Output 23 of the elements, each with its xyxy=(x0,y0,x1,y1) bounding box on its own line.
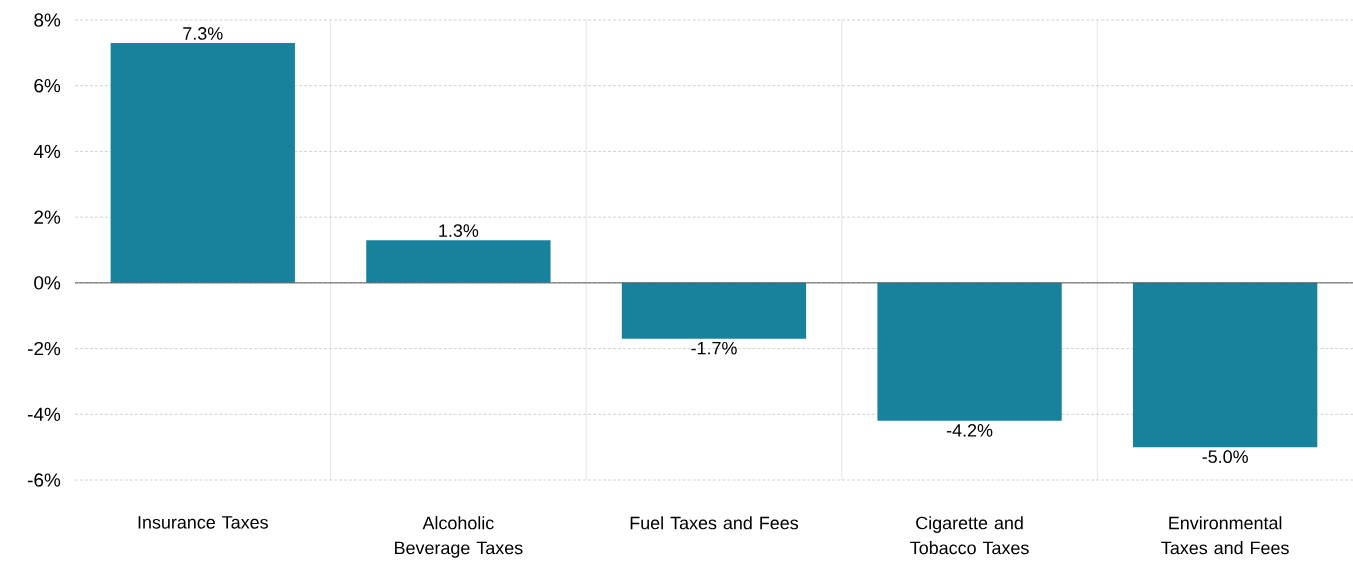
data-label: -4.2% xyxy=(946,424,993,437)
y-tick-label: 4% xyxy=(33,144,61,159)
bar xyxy=(366,240,551,283)
y-tick-label: -2% xyxy=(28,341,61,356)
y-tick-label: 6% xyxy=(34,79,61,93)
x-tick-label: Alcoholic Beverage Taxes xyxy=(395,516,523,558)
x-tick-label: Environmental Taxes and Fees xyxy=(1161,516,1289,555)
data-label: -5.0% xyxy=(1202,450,1248,464)
y-tick-label: -4% xyxy=(28,407,61,421)
y-tick-label: -6% xyxy=(28,473,61,487)
bar xyxy=(1133,282,1318,448)
y-tick-label: 0% xyxy=(34,276,61,290)
y-tick-label: 8% xyxy=(34,13,61,27)
data-label: 7.3% xyxy=(183,27,223,40)
data-label: 1.3% xyxy=(439,224,479,237)
x-tick-label: Insurance Taxes xyxy=(138,516,268,529)
data-label: -1.7% xyxy=(691,341,737,355)
bar xyxy=(621,282,807,339)
y-tick-label: 2% xyxy=(34,210,61,224)
bar xyxy=(877,282,1062,421)
x-tick-label: Cigarette and Tobacco Taxes xyxy=(910,516,1029,555)
x-tick-label: Fuel Taxes and Fees xyxy=(630,516,799,530)
bar xyxy=(110,43,295,283)
